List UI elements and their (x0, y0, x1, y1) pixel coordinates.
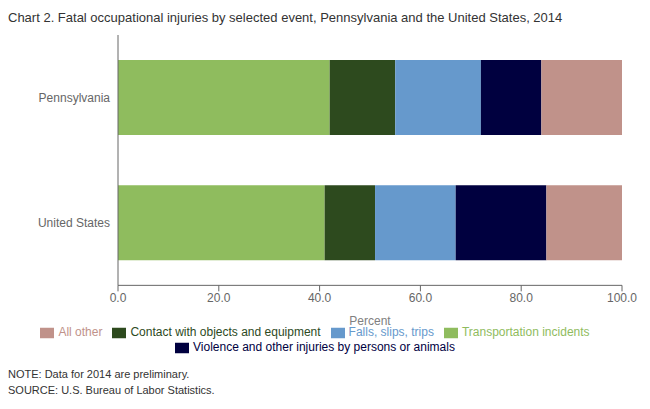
svg-text:80.0: 80.0 (510, 291, 534, 305)
html-text:NOTE: Data for 2014 are prelim: NOTE: Data for 2014 are preliminary. (8, 368, 190, 380)
html-text:Transportation incidents: Transportation incidents (461, 325, 590, 340)
svg-text:0.0: 0.0 (110, 291, 127, 305)
svg-text:Percent: Percent (349, 314, 391, 328)
svg-text:100.0: 100.0 (607, 291, 637, 305)
html-text:Violence and other injuries by: Violence and other injuries by persons o… (193, 340, 455, 355)
svg-text:60.0: 60.0 (409, 291, 433, 305)
svg-text:Pennsylvania: Pennsylvania (39, 91, 111, 105)
html-text:SOURCE: U.S. Bureau of Labor S: SOURCE: U.S. Bureau of Labor Statistics. (8, 384, 215, 396)
svg-text:United States: United States (38, 216, 110, 230)
svg-text:20.0: 20.0 (207, 291, 231, 305)
html-text:All other: All other (58, 325, 103, 340)
html-text:Chart 2. Fatal occupational in: Chart 2. Fatal occupational injuries by … (8, 10, 563, 25)
svg-text:40.0: 40.0 (308, 291, 332, 305)
html-text:Falls, slips, trips: Falls, slips, trips (348, 325, 434, 340)
html-text:Contact with objects and equip: Contact with objects and equipment (130, 325, 321, 340)
